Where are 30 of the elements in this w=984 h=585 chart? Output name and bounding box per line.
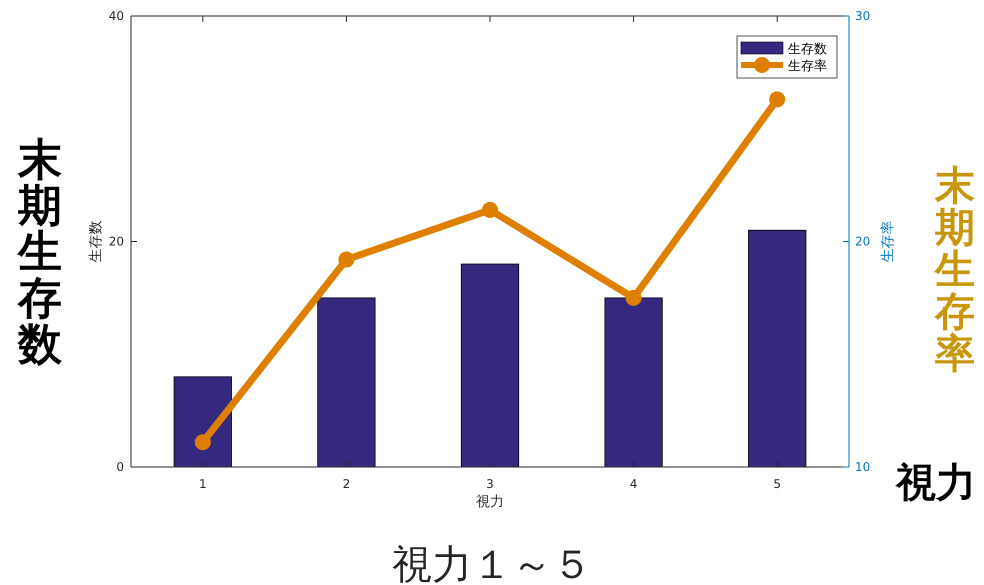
text: 視力１～５ bbox=[392, 542, 592, 585]
y-tick-label: 40 bbox=[108, 9, 124, 23]
y2-tick-label: 20 bbox=[855, 234, 870, 248]
legend-label: 生存率 bbox=[788, 58, 827, 74]
point bbox=[626, 290, 642, 306]
text: 視力 bbox=[895, 460, 976, 506]
y-tick-label: 20 bbox=[108, 234, 124, 248]
x-tick-label: 2 bbox=[342, 477, 350, 491]
y2-tick-label: 30 bbox=[855, 9, 870, 23]
point bbox=[338, 252, 354, 268]
point bbox=[769, 91, 786, 108]
point bbox=[482, 202, 498, 218]
x-tick-label: 5 bbox=[773, 477, 782, 491]
legend-label: 生存数 bbox=[788, 42, 827, 57]
bar bbox=[604, 297, 663, 468]
bar bbox=[460, 264, 520, 468]
x-axis-title: 視力 bbox=[476, 494, 504, 510]
bar bbox=[317, 297, 376, 468]
x-tick-label: 3 bbox=[486, 477, 494, 491]
y-axis-title: 生存数 bbox=[88, 220, 104, 262]
bar bbox=[748, 230, 806, 468]
x-tick-label: 1 bbox=[198, 477, 207, 491]
y2-axis-title: 生存率 bbox=[880, 220, 896, 262]
bar bbox=[174, 376, 232, 468]
x-tick-label: 4 bbox=[630, 477, 638, 491]
text: 末期生存率 bbox=[934, 163, 975, 378]
y-tick-label: 0 bbox=[116, 460, 124, 474]
y2-tick-label: 10 bbox=[855, 460, 870, 474]
text: 末期生存数 bbox=[16, 134, 63, 370]
point bbox=[194, 434, 211, 450]
